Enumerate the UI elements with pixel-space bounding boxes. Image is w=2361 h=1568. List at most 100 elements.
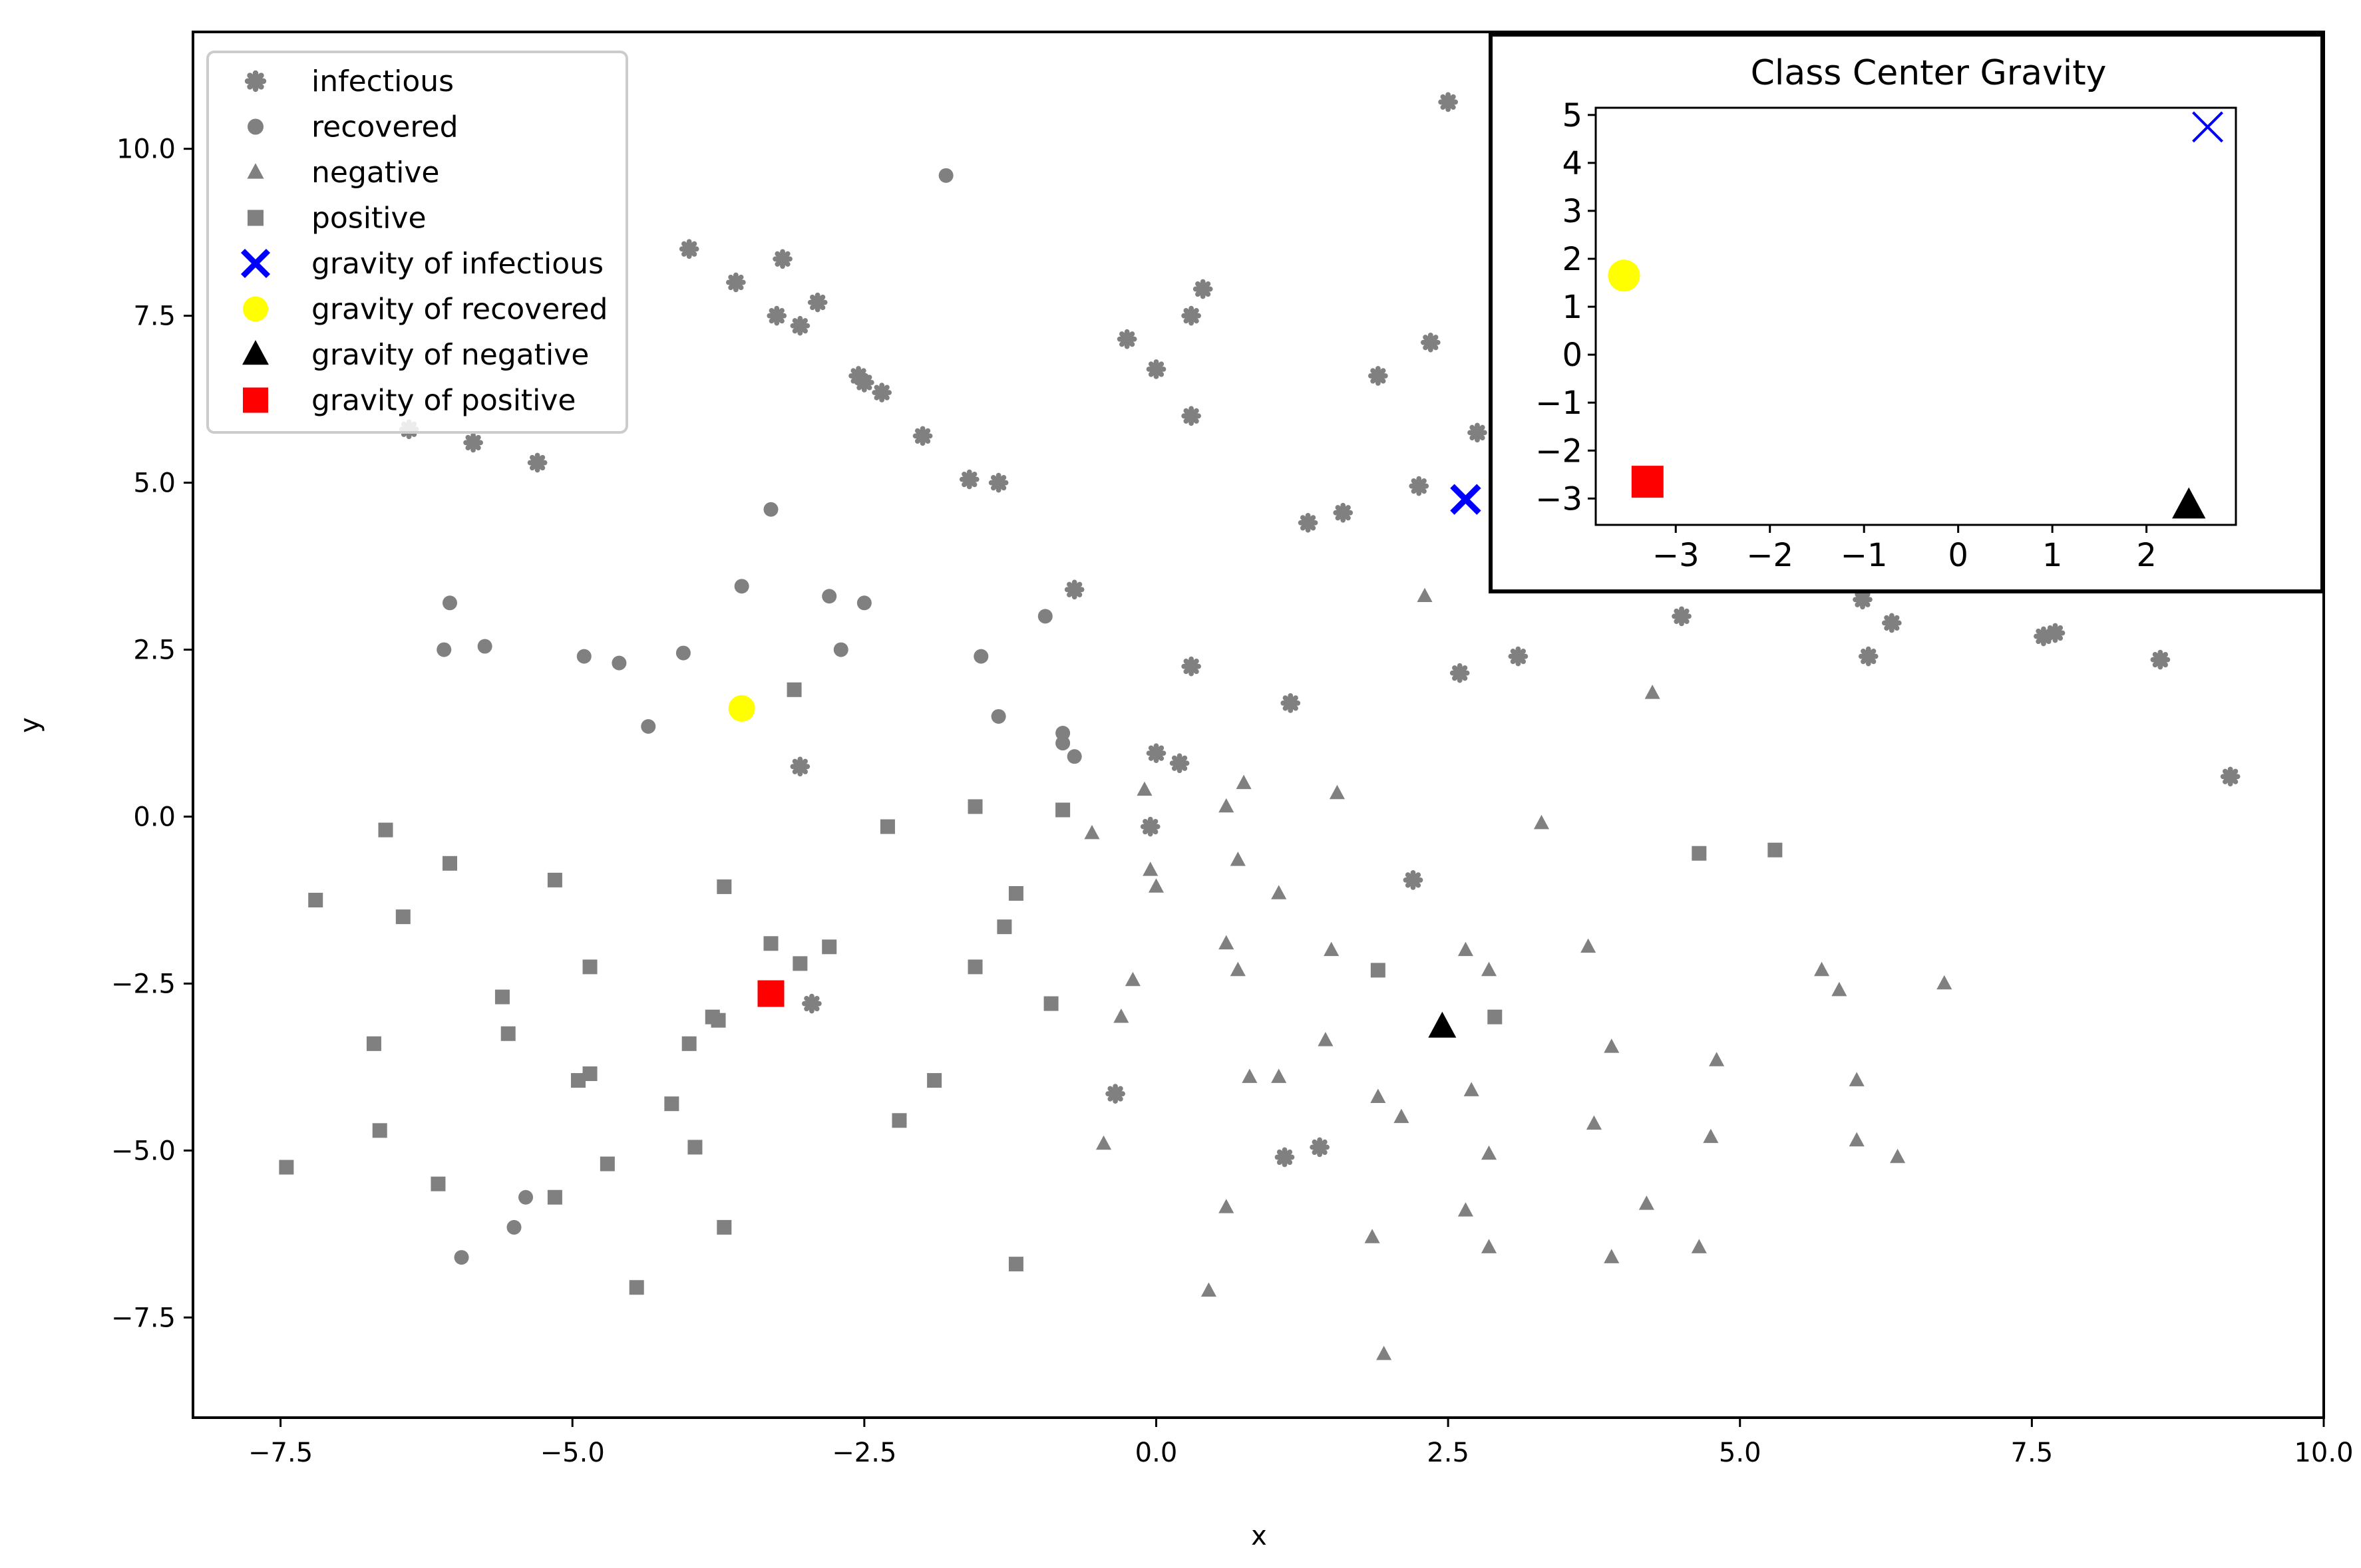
infectious-point [1508,646,1529,667]
negative-point [1638,1195,1654,1210]
inset-gravity-negative-marker [2172,487,2206,519]
legend-marker-negative [247,163,264,179]
inset-y-tick-label: −2 [1535,432,1582,470]
main-data-points [279,92,2241,1360]
negative-point [1457,1202,1473,1217]
legend-label: infectious [311,65,454,98]
negative-point [1364,1229,1380,1243]
infectious-point [1298,512,1318,533]
negative-point [1580,938,1596,953]
infectious-point [1192,279,1213,299]
recovered-point [734,579,749,594]
inset-x-tick-label: 0 [1948,537,1968,574]
legend-label: positive [311,202,427,235]
infectious-point [1064,579,1085,600]
infectious-point [1310,1137,1330,1158]
positive-point [763,936,779,951]
gravity-of-positive-marker [757,980,785,1007]
infectious-point [802,993,822,1014]
negative-point [1218,935,1234,950]
recovered-point [454,1250,469,1265]
recovered-point [675,645,691,661]
positive-point [378,822,393,838]
negative-point [1376,1345,1392,1360]
infectious-point [807,292,828,313]
negative-point [1148,878,1165,893]
negative-point [1604,1249,1620,1263]
negative-point [1271,1068,1287,1083]
infectious-point [2045,623,2066,643]
negative-point [1143,862,1159,876]
infectious-point [959,469,980,490]
negative-point [1318,1032,1334,1046]
inset-plot-frame [1594,106,2237,526]
infectious-point [2150,649,2171,670]
infectious-point [1672,606,1692,627]
legend-entry-recovered: recovered [248,110,458,144]
gravity-of-infectious-marker [1450,484,1481,515]
legend-entry-gravity-of-recovered: gravity of recovered [243,293,608,327]
legend-label: recovered [311,110,458,144]
negative-point [1236,774,1252,790]
positive-point [711,1013,726,1028]
inset-x-tick-label: −1 [1841,537,1888,574]
infectious-point [1403,870,1423,890]
legend-box [206,51,628,434]
negative-point [1457,941,1473,957]
y-tick-label: 10.0 [116,134,176,165]
recovered-point [822,589,837,604]
x-tick-label: −7.5 [248,1438,313,1468]
recovered-point [856,595,872,611]
inset-y-tick-label: 5 [1562,97,1582,134]
positive-point [570,1073,586,1088]
recovered-point [442,595,457,611]
infectious-point [988,472,1009,493]
infectious-point [527,452,548,473]
positive-point [547,1189,562,1205]
negative-point [1463,1082,1479,1096]
recovered-point [1067,749,1082,764]
negative-point [1481,1145,1497,1160]
negative-point [1370,1088,1386,1103]
infectious-point [1438,92,1458,112]
y-tick-label: 2.5 [133,635,176,666]
infectious-point [1181,406,1201,426]
infectious-point [2220,766,2241,787]
infectious-point [463,432,483,453]
recovered-point [437,642,452,657]
positive-point [395,909,411,925]
infectious-point [1181,656,1201,677]
positive-point [494,989,510,1005]
inset-y-tick-label: −1 [1535,385,1582,422]
infectious-point [1858,646,1879,667]
inset-y-tick-label: 4 [1562,145,1582,182]
negative-point [1703,1128,1719,1144]
infectious-point [872,383,892,402]
recovered-point [1055,736,1071,751]
recovered-point [518,1189,534,1205]
inset-chart: Class Center Gravity −3 −2 −1 0 1 2 −3 −2 −1 0 1 2… [1489,33,2324,593]
recovered-point [641,719,656,734]
recovered-point [974,649,989,664]
x-tick-label: −2.5 [832,1438,896,1468]
y-tick-label: 0.0 [133,802,176,833]
x-tick-label: −5.0 [540,1438,605,1468]
positive-point [1692,846,1707,861]
negative-point [1242,1068,1258,1083]
infectious-point [1117,329,1137,349]
recovered-point [833,642,848,657]
negative-point [1890,1148,1906,1164]
recovered-point [576,649,592,664]
main-x-axis-ticks: −7.5 −5.0 −2.5 0.0 2.5 5.0 7.5 10.0 [248,1418,2354,1468]
infectious-point [1146,743,1167,764]
positive-point [600,1156,615,1172]
x-tick-label: 0.0 [1135,1438,1178,1468]
infectious-point [1449,663,1470,683]
positive-point [500,1026,516,1041]
legend-label: gravity of negative [311,338,589,372]
positive-point [717,1219,732,1235]
infectious-point [1105,1084,1125,1104]
recovered-point [1037,609,1053,624]
legend-label: gravity of positive [311,384,576,418]
legend-entry-gravity-of-positive: gravity of positive [243,384,576,418]
